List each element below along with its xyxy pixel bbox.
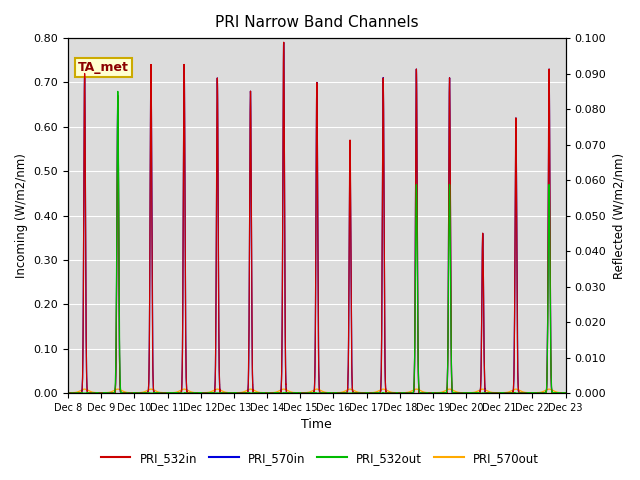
Y-axis label: Reflected (W/m2/nm): Reflected (W/m2/nm) — [612, 153, 625, 279]
Legend: PRI_532in, PRI_570in, PRI_532out, PRI_570out: PRI_532in, PRI_570in, PRI_532out, PRI_57… — [96, 447, 544, 469]
Text: TA_met: TA_met — [78, 61, 129, 74]
Title: PRI Narrow Band Channels: PRI Narrow Band Channels — [215, 15, 419, 30]
Y-axis label: Incoming (W/m2/nm): Incoming (W/m2/nm) — [15, 153, 28, 278]
X-axis label: Time: Time — [301, 419, 332, 432]
